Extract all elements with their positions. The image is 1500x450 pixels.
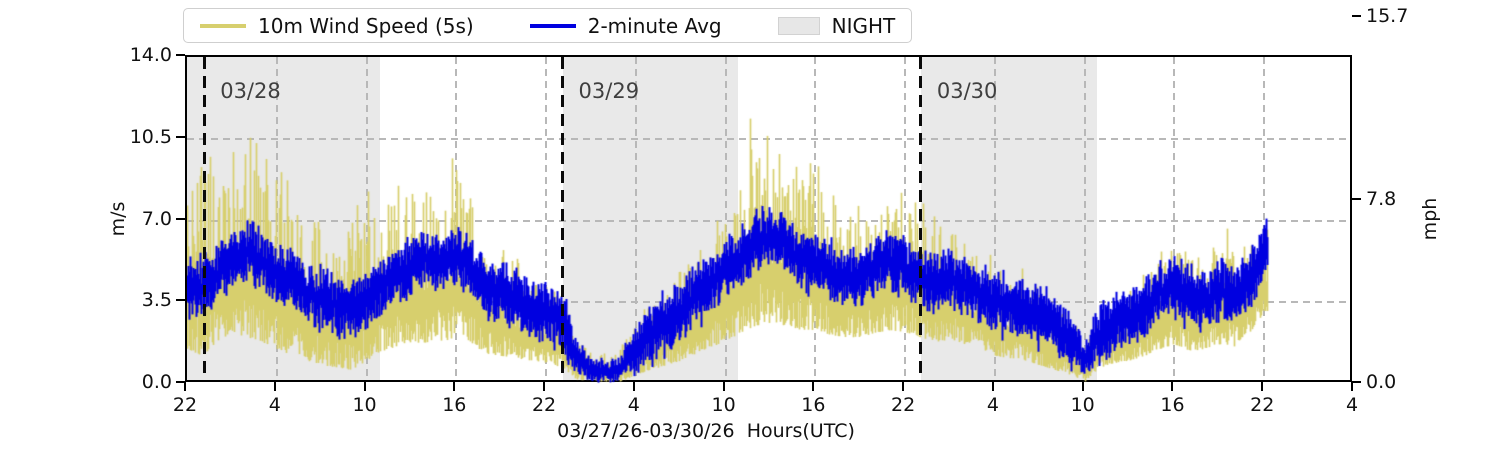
x-tick-label: 22 xyxy=(172,394,198,416)
chart-legend: 10m Wind Speed (5s) 2-minute Avg NIGHT xyxy=(183,8,913,43)
x-tick-label: 22 xyxy=(891,394,916,416)
tick-mark xyxy=(812,382,815,391)
x-tick-label: 22 xyxy=(1250,394,1275,416)
y-axis-label-left: m/s xyxy=(107,201,129,236)
date-annotation: 03/29 xyxy=(578,79,640,103)
midnight-date-line xyxy=(919,57,923,380)
date-annotation: 03/28 xyxy=(220,79,281,103)
tick-mark xyxy=(1352,15,1361,18)
tick-mark xyxy=(176,217,185,220)
legend-label-2min-avg: 2-minute Avg xyxy=(587,13,722,38)
tick-mark xyxy=(1352,381,1361,383)
tick-mark xyxy=(902,382,905,391)
tick-mark xyxy=(722,382,725,391)
x-tick-label: 4 xyxy=(627,394,640,416)
y-left-tick-label: 3.5 xyxy=(141,289,172,312)
tick-mark xyxy=(363,382,366,391)
x-tick-label: 4 xyxy=(1345,394,1359,416)
x-tick-label: 16 xyxy=(442,394,467,416)
x-tick-label: 4 xyxy=(986,394,999,416)
tick-mark xyxy=(543,382,546,391)
tick-mark xyxy=(176,54,185,56)
tick-mark xyxy=(273,382,276,391)
midnight-date-line xyxy=(561,57,565,380)
x-axis-label: 03/27/26-03/30/26 Hours(UTC) xyxy=(557,420,855,442)
x-tick-label: 22 xyxy=(531,394,557,416)
x-tick-label: 16 xyxy=(1160,394,1185,416)
tick-mark xyxy=(453,382,456,391)
y-left-tick-label: 7.0 xyxy=(141,207,172,230)
tick-mark xyxy=(1261,382,1264,391)
y-left-tick-label: 10.5 xyxy=(129,125,172,148)
y-right-tick-label: 15.7 xyxy=(1366,5,1409,28)
legend-item-wind-5s: 10m Wind Speed (5s) xyxy=(200,14,474,38)
tick-mark xyxy=(184,382,186,391)
x-tick-label: 10 xyxy=(352,394,377,416)
plot-area: 03/28 03/29 03/30 xyxy=(185,55,1354,384)
y-right-tick-label: 0.0 xyxy=(1366,371,1397,393)
legend-item-night: NIGHT xyxy=(777,13,896,38)
tick-mark xyxy=(1171,382,1174,391)
legend-label-night: NIGHT xyxy=(831,13,896,38)
y-right-tick-label: 7.8 xyxy=(1366,188,1397,211)
x-tick-label: 16 xyxy=(801,394,826,416)
tick-mark xyxy=(176,135,185,138)
tick-mark xyxy=(1081,382,1084,391)
y-left-tick-label: 0.0 xyxy=(141,371,172,393)
legend-item-2min-avg: 2-minute Avg xyxy=(529,13,722,38)
x-tick-label: 10 xyxy=(711,394,736,416)
tick-mark xyxy=(632,382,635,391)
wind-series-canvas xyxy=(187,57,1354,384)
tick-mark xyxy=(1352,198,1361,201)
legend-label-wind-5s: 10m Wind Speed (5s) xyxy=(258,13,474,38)
wind-5s-line-swatch xyxy=(200,23,246,28)
avg-line-swatch xyxy=(529,23,576,28)
tick-mark xyxy=(176,381,185,383)
date-annotation: 03/30 xyxy=(936,79,998,103)
x-tick-label: 4 xyxy=(268,394,281,416)
x-tick-label: 10 xyxy=(1070,394,1095,416)
y-axis-label-right: mph xyxy=(1419,197,1441,240)
tick-mark xyxy=(991,382,994,391)
tick-mark xyxy=(1351,382,1353,391)
night-patch-swatch xyxy=(777,16,820,35)
tick-mark xyxy=(176,299,185,302)
midnight-date-line xyxy=(202,57,206,380)
y-left-tick-label: 14.0 xyxy=(129,44,172,66)
